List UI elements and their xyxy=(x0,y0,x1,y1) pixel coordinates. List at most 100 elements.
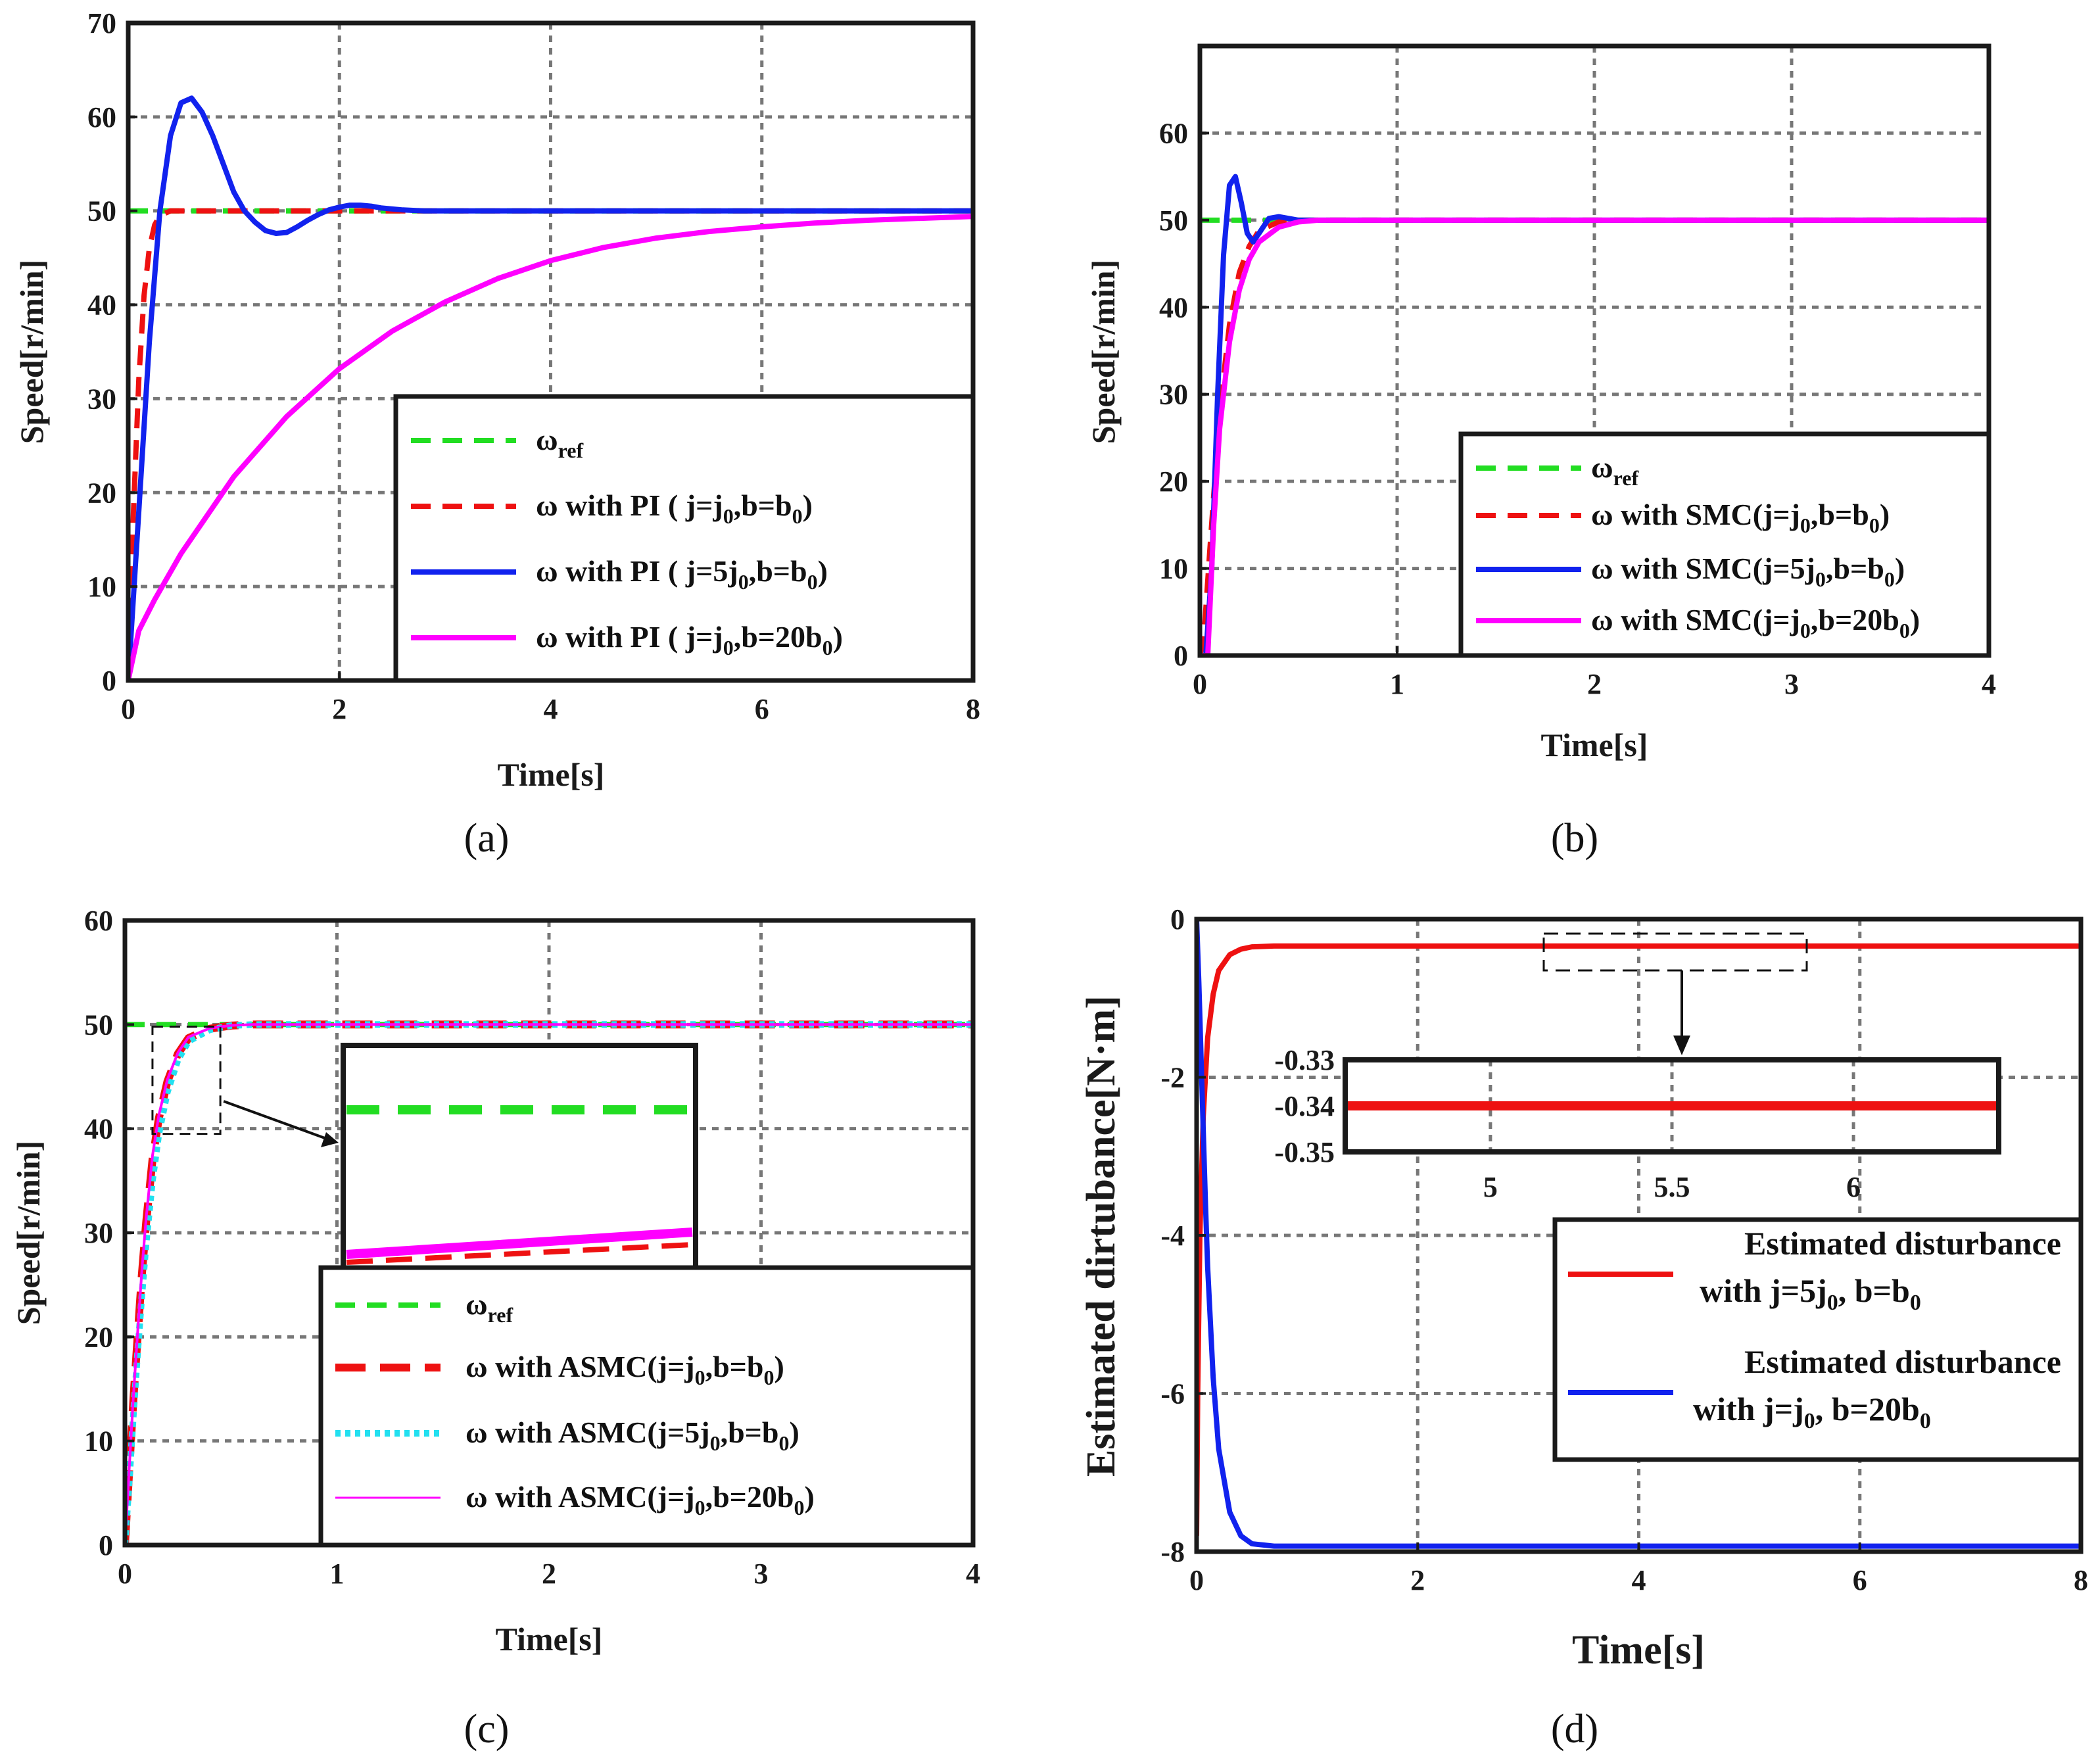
x-tick-label: 2 xyxy=(1587,668,1602,700)
series-line xyxy=(128,208,973,680)
inset-y-tick-label: -0.33 xyxy=(1274,1044,1335,1076)
legend-label: ω with SMC(j=5j0,b=b0) xyxy=(1591,552,1905,591)
y-tick-label: 40 xyxy=(84,1113,113,1145)
y-tick-label: 20 xyxy=(1159,465,1188,498)
caption-b: (b) xyxy=(1551,816,1598,861)
inset xyxy=(341,1043,698,1286)
y-tick-label: 50 xyxy=(87,195,116,227)
legend-label: Estimated disturbance xyxy=(1744,1225,2061,1262)
x-axis-label: Time[s] xyxy=(1541,727,1648,763)
y-tick-label: 0 xyxy=(1174,640,1188,672)
x-tick-label: 6 xyxy=(1853,1564,1867,1596)
zoom-arrow xyxy=(223,1100,333,1142)
series-group xyxy=(128,95,973,680)
series-line xyxy=(125,1023,973,1545)
y-tick-label: 0 xyxy=(102,665,116,697)
caption-c: (c) xyxy=(464,1707,510,1752)
y-tick-label: 10 xyxy=(87,571,116,603)
legend-label: ω with PI ( j=j0,b=20b0) xyxy=(536,620,843,659)
x-tick-label: 4 xyxy=(1982,668,1996,700)
x-axis-label: Time[s] xyxy=(496,1621,603,1657)
x-axis-label: Time[s] xyxy=(498,756,605,793)
legend-label: with j=5j0, b=b0 xyxy=(1700,1272,1921,1315)
inset-red-line xyxy=(346,1242,693,1265)
x-tick-label: 2 xyxy=(1410,1564,1425,1596)
legend-label: with j=j0, b=20b0 xyxy=(1693,1391,1931,1433)
y-tick-label: 60 xyxy=(84,905,113,937)
y-axis-label: Speed[r/min] xyxy=(10,1141,47,1325)
series-line xyxy=(1200,217,1989,656)
y-tick-label: 10 xyxy=(1159,553,1188,585)
x-tick-label: 0 xyxy=(118,1558,132,1590)
y-tick-label: 10 xyxy=(84,1425,113,1458)
zoom-box xyxy=(1542,932,1808,972)
inset-x-tick-label: 5 xyxy=(1483,1171,1498,1203)
legend-label: ω with PI ( j=5j0,b=b0) xyxy=(536,554,828,594)
x-tick-label: 0 xyxy=(121,693,135,725)
x-tick-label: 4 xyxy=(544,693,558,725)
zoom-box xyxy=(151,1026,222,1135)
y-tick-label: -6 xyxy=(1160,1378,1185,1410)
y-tick-label: 50 xyxy=(84,1009,113,1041)
series-line xyxy=(128,95,973,680)
legend-label: ω with SMC(j=j0,b=b0) xyxy=(1591,498,1890,537)
x-tick-label: 6 xyxy=(755,693,769,725)
x-tick-label: 0 xyxy=(1189,1564,1204,1596)
y-tick-label: 60 xyxy=(1159,117,1188,149)
legend: ωref ω with ASMC(j=j0,b=b0) ω with ASMC(j=… xyxy=(318,1265,976,1548)
x-tick-label: 3 xyxy=(754,1558,769,1590)
zoom-indicator xyxy=(151,1026,339,1147)
y-tick-label: 40 xyxy=(1159,291,1188,323)
x-tick-label: 4 xyxy=(1632,1564,1646,1596)
y-tick-label: 20 xyxy=(84,1321,113,1353)
y-tick-label: -4 xyxy=(1160,1220,1185,1252)
y-tick-label: 70 xyxy=(87,7,116,39)
panel-b: 0 1 2 3 40102030405060Time[s]Speed[r/min]ωre… xyxy=(1085,43,1996,763)
y-tick-label: 60 xyxy=(87,101,116,133)
y-tick-label: 0 xyxy=(1170,903,1185,936)
caption-a: (a) xyxy=(464,816,510,861)
y-axis-label: Speed[r/min] xyxy=(13,260,50,444)
series-group xyxy=(1200,174,1989,656)
inset-magenta-line xyxy=(346,1228,693,1259)
y-tick-label: 0 xyxy=(99,1529,113,1561)
y-tick-label: 30 xyxy=(1159,379,1188,411)
y-axis-label: Speed[r/min] xyxy=(1085,260,1122,444)
x-tick-label: 8 xyxy=(966,693,980,725)
legend-label: ω with ASMC(j=j0,b=20b0) xyxy=(465,1480,815,1519)
y-tick-label: 50 xyxy=(1159,204,1188,237)
x-tick-label: 2 xyxy=(332,693,346,725)
y-tick-label: 20 xyxy=(87,477,116,509)
legend: ωref ω with PI ( j=j0,b=b0) ω with PI ( j=… xyxy=(393,394,976,683)
caption-d: (d) xyxy=(1551,1707,1598,1752)
x-axis-label: Time[s] xyxy=(1572,1628,1705,1673)
x-tick-label: 0 xyxy=(1193,668,1207,700)
inset-y-tick-label: -0.34 xyxy=(1274,1090,1335,1122)
legend-label: ω with ASMC(j=j0,b=b0) xyxy=(465,1350,784,1389)
zoom-arrowhead xyxy=(321,1132,339,1147)
series-line xyxy=(1200,217,1989,656)
panel-a: 0 2 4 6 8 0 10 20 30 40 50 60 70 Time[s] Speed[r/min] ω… xyxy=(13,7,980,793)
legend: ωref ω with SMC(j=j0,b=b0) ω with SMC(j=5j… xyxy=(1458,431,1991,658)
series-line xyxy=(1197,919,2081,1549)
legend: Estimated disturbance with j=5j0, b=b0 Es… xyxy=(1552,1217,2084,1462)
legend-label: ω with SMC(j=j0,b=20b0) xyxy=(1591,603,1920,642)
legend-label: ωref xyxy=(1591,450,1638,490)
y-tick-label: -2 xyxy=(1160,1062,1185,1094)
legend-label: ωref xyxy=(536,423,583,462)
legend-label: ω with ASMC(j=5j0,b=b0) xyxy=(465,1416,799,1455)
series-line xyxy=(128,214,973,680)
x-tick-label: 4 xyxy=(966,1558,980,1590)
x-tick-label: 1 xyxy=(1390,668,1404,700)
x-tick-label: 8 xyxy=(2074,1564,2088,1596)
y-tick-label: 40 xyxy=(87,289,116,322)
y-tick-label: -8 xyxy=(1160,1536,1185,1568)
y-axis-label: Estimated dirtubance[N·m] xyxy=(1079,995,1124,1477)
inset: 5 5.5 6 -0.33 -0.34 -0.35 xyxy=(1274,1044,2001,1203)
inset-frame xyxy=(1343,1057,2001,1155)
x-tick-label: 2 xyxy=(542,1558,556,1590)
inset-x-tick-label: 6 xyxy=(1846,1171,1861,1203)
panel-d: 0 2 4 6 8 0 -2 -4 -6 -8 Time[s] Estimated dirtubanc… xyxy=(1079,903,2088,1673)
